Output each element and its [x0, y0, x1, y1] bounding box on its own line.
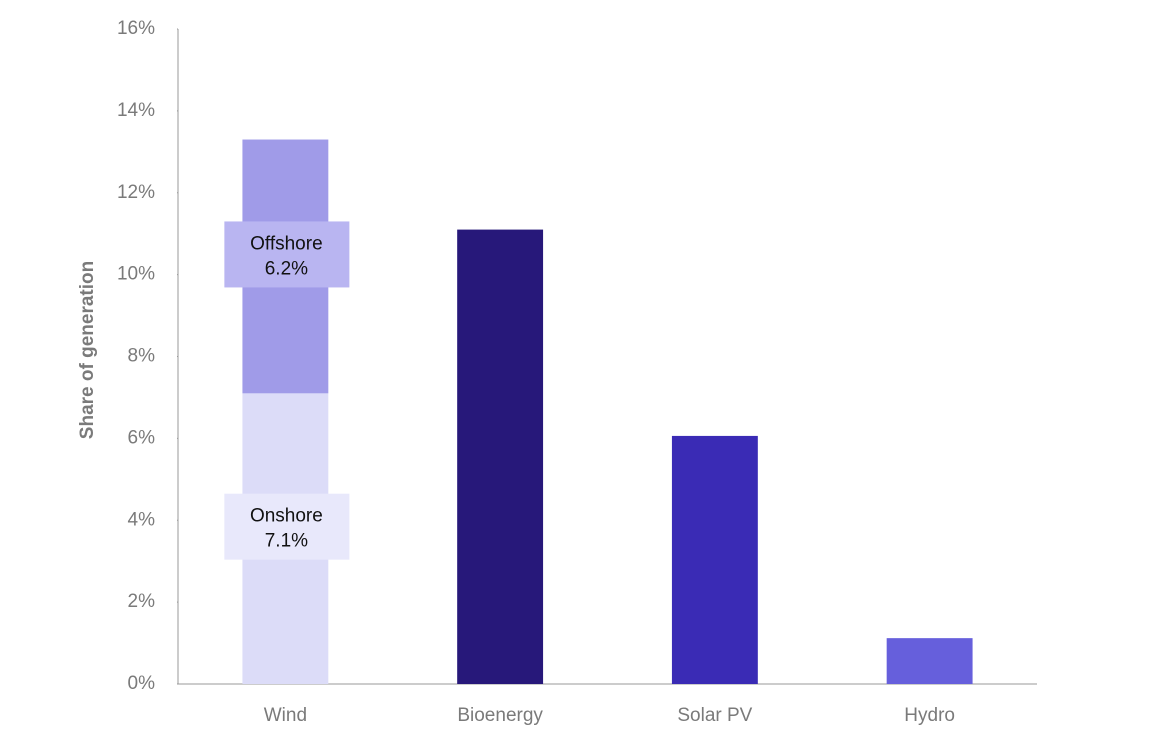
segment-label-box: [224, 221, 350, 288]
value-label: 6.2%: [265, 258, 308, 279]
value-label: 7.1%: [265, 531, 308, 552]
y-tick-label: 8%: [128, 346, 156, 367]
y-tick-label: 2%: [128, 591, 156, 612]
segment-name: Onshore: [250, 506, 323, 527]
y-tick-label: 0%: [128, 673, 156, 694]
y-tick-label: 12%: [117, 182, 155, 203]
y-tick-label: 10%: [117, 264, 155, 285]
x-tick-label: Bioenergy: [457, 705, 543, 726]
bar: [671, 435, 758, 684]
y-tick-label: 16%: [117, 18, 155, 39]
bar: [886, 638, 973, 684]
x-tick-label: Solar PV: [677, 705, 752, 726]
bar: [457, 229, 544, 684]
segment-name: Offshore: [250, 233, 323, 254]
x-tick-label: Hydro: [904, 705, 955, 726]
y-tick-label: 6%: [128, 427, 156, 448]
x-tick-label: Wind: [264, 705, 307, 726]
y-axis-title: Share of generation: [77, 261, 98, 439]
y-tick-label: 4%: [128, 509, 156, 530]
y-tick-label: 14%: [117, 100, 155, 121]
segment-label-box: [224, 493, 350, 560]
